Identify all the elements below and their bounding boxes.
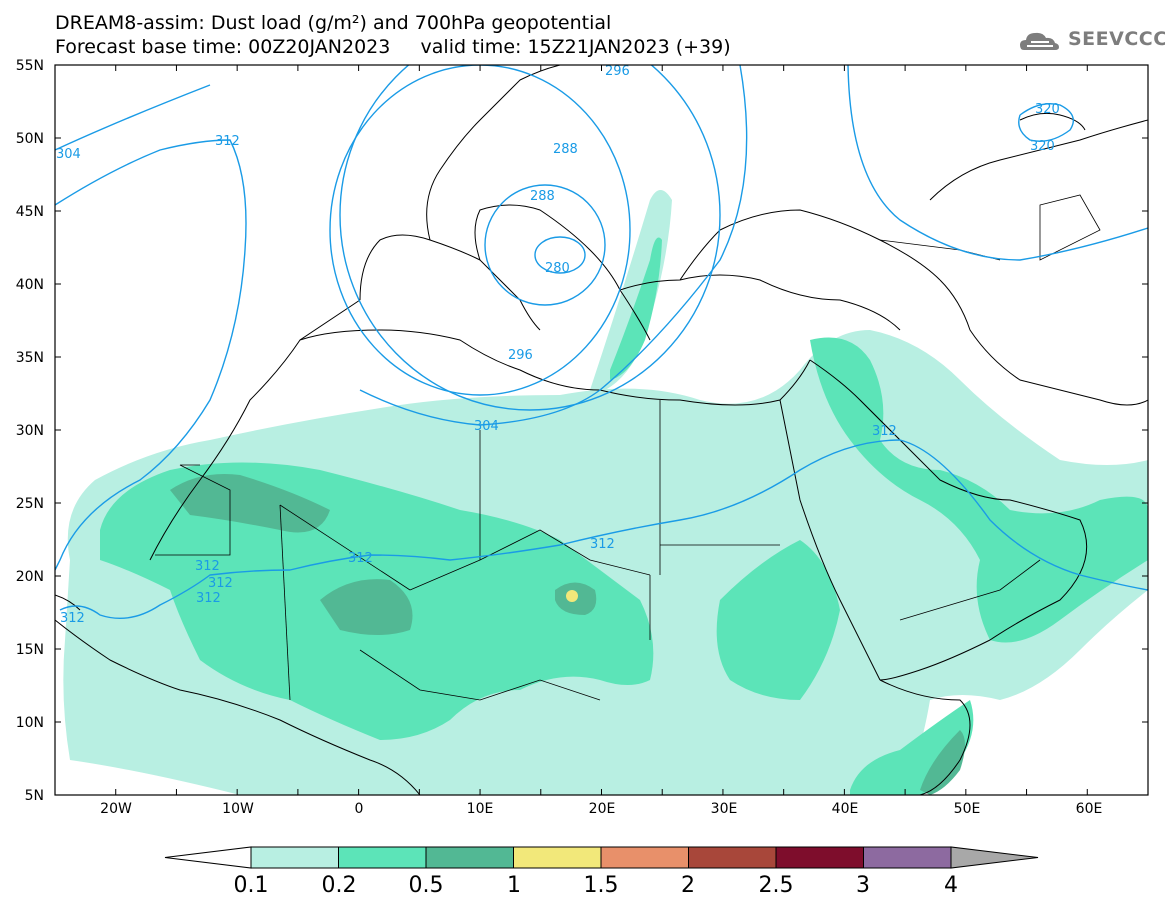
colorbar-bin (425, 846, 514, 869)
lat-label: 10N (16, 715, 44, 731)
colorbar-bin (863, 846, 952, 869)
geopotential-contours (55, 65, 1148, 620)
dust-band-medium-east (716, 540, 840, 700)
lon-label: 50E (954, 801, 981, 817)
colorbar-labels: 0.1 0.2 0.5 1 1.5 2 2.5 3 4 (234, 873, 959, 898)
contour-label: 312 (590, 537, 615, 552)
brand-logo-text: SEEVCCC (1068, 28, 1165, 50)
dust-band-dark-somalia (920, 730, 965, 795)
dust-shading (63, 190, 1148, 795)
colorbar-label: 1 (507, 873, 521, 898)
dust-band-dark-mali (320, 579, 413, 635)
colorbar-bin (513, 846, 602, 869)
lon-label: 60E (1076, 801, 1103, 817)
lon-label: 0 (355, 801, 364, 817)
contour-label: 312 (348, 551, 373, 566)
country-borders (155, 194, 1101, 701)
latitude-ticks (55, 64, 1148, 796)
lon-label: 20E (589, 801, 616, 817)
dust-band-light-med (590, 190, 672, 395)
colorbar-overflow (950, 846, 1039, 869)
colorbar-bin (250, 846, 339, 869)
color-legend (164, 846, 1039, 869)
lat-label: 5N (25, 788, 44, 804)
colorbar-label: 0.2 (322, 873, 357, 898)
colorbar-label: 1.5 (584, 873, 619, 898)
lat-label: 15N (16, 642, 44, 658)
colorbar-label: 4 (944, 873, 958, 898)
lat-label: 40N (16, 277, 44, 293)
forecast-times: Forecast base time: 00Z20JAN2023 valid t… (55, 36, 731, 58)
map-title: DREAM8-assim: Dust load (g/m²) and 700hP… (55, 12, 612, 34)
lat-label: 30N (16, 423, 44, 439)
lat-label: 25N (16, 496, 44, 512)
contour-label: 320 (1035, 102, 1060, 117)
colorbar-label: 2 (681, 873, 695, 898)
cloud-icon (1020, 32, 1059, 50)
lon-label: 10W (222, 801, 254, 817)
latitude-labels: 55N 50N 45N 40N 35N 30N 25N 20N 15N 10N … (16, 58, 44, 804)
contour-label: 304 (474, 419, 499, 434)
contour-label: 296 (508, 348, 533, 363)
lat-label: 20N (16, 569, 44, 585)
dust-band-medium-greece (610, 237, 662, 380)
contour-label: 312 (872, 424, 897, 439)
lon-label: 40E (832, 801, 859, 817)
dust-band-dark-west (170, 474, 330, 533)
colorbar-label: 0.1 (234, 873, 269, 898)
longitude-labels: 20W 10W 0 10E 20E 30E 40E 50E 60E (100, 801, 1102, 817)
contour-label: 288 (553, 142, 578, 157)
contour-labels: 296 288 288 280 296 304 312 312 312 312 … (56, 64, 1060, 626)
lat-label: 55N (16, 58, 44, 74)
lon-label: 30E (711, 801, 738, 817)
colorbar-underflow (164, 846, 252, 869)
lat-label: 35N (16, 350, 44, 366)
lat-label: 50N (16, 131, 44, 147)
contour-label: 320 (1030, 139, 1055, 154)
contour-label: 312 (195, 559, 220, 574)
colorbar-label: 0.5 (409, 873, 444, 898)
contour-label: 288 (530, 189, 555, 204)
contour-label: 312 (208, 576, 233, 591)
colorbar-bin (688, 846, 777, 869)
longitude-ticks (54, 65, 1149, 795)
lon-label: 10E (467, 801, 494, 817)
dust-peak-spot (566, 590, 578, 602)
colorbar-bin (338, 846, 427, 869)
contour-label: 312 (196, 591, 221, 606)
contour-label: 312 (60, 611, 85, 626)
colorbar-bin (775, 846, 864, 869)
lat-label: 45N (16, 204, 44, 220)
lon-label: 20W (100, 801, 132, 817)
dust-band-medium-arabia (810, 337, 1148, 643)
contour-label: 304 (56, 147, 81, 162)
colorbar-label: 2.5 (759, 873, 794, 898)
colorbar-bin (600, 846, 689, 869)
contour-label: 280 (545, 261, 570, 276)
contour-label: 296 (605, 64, 630, 79)
contour-label: 312 (215, 134, 240, 149)
colorbar-label: 3 (856, 873, 870, 898)
